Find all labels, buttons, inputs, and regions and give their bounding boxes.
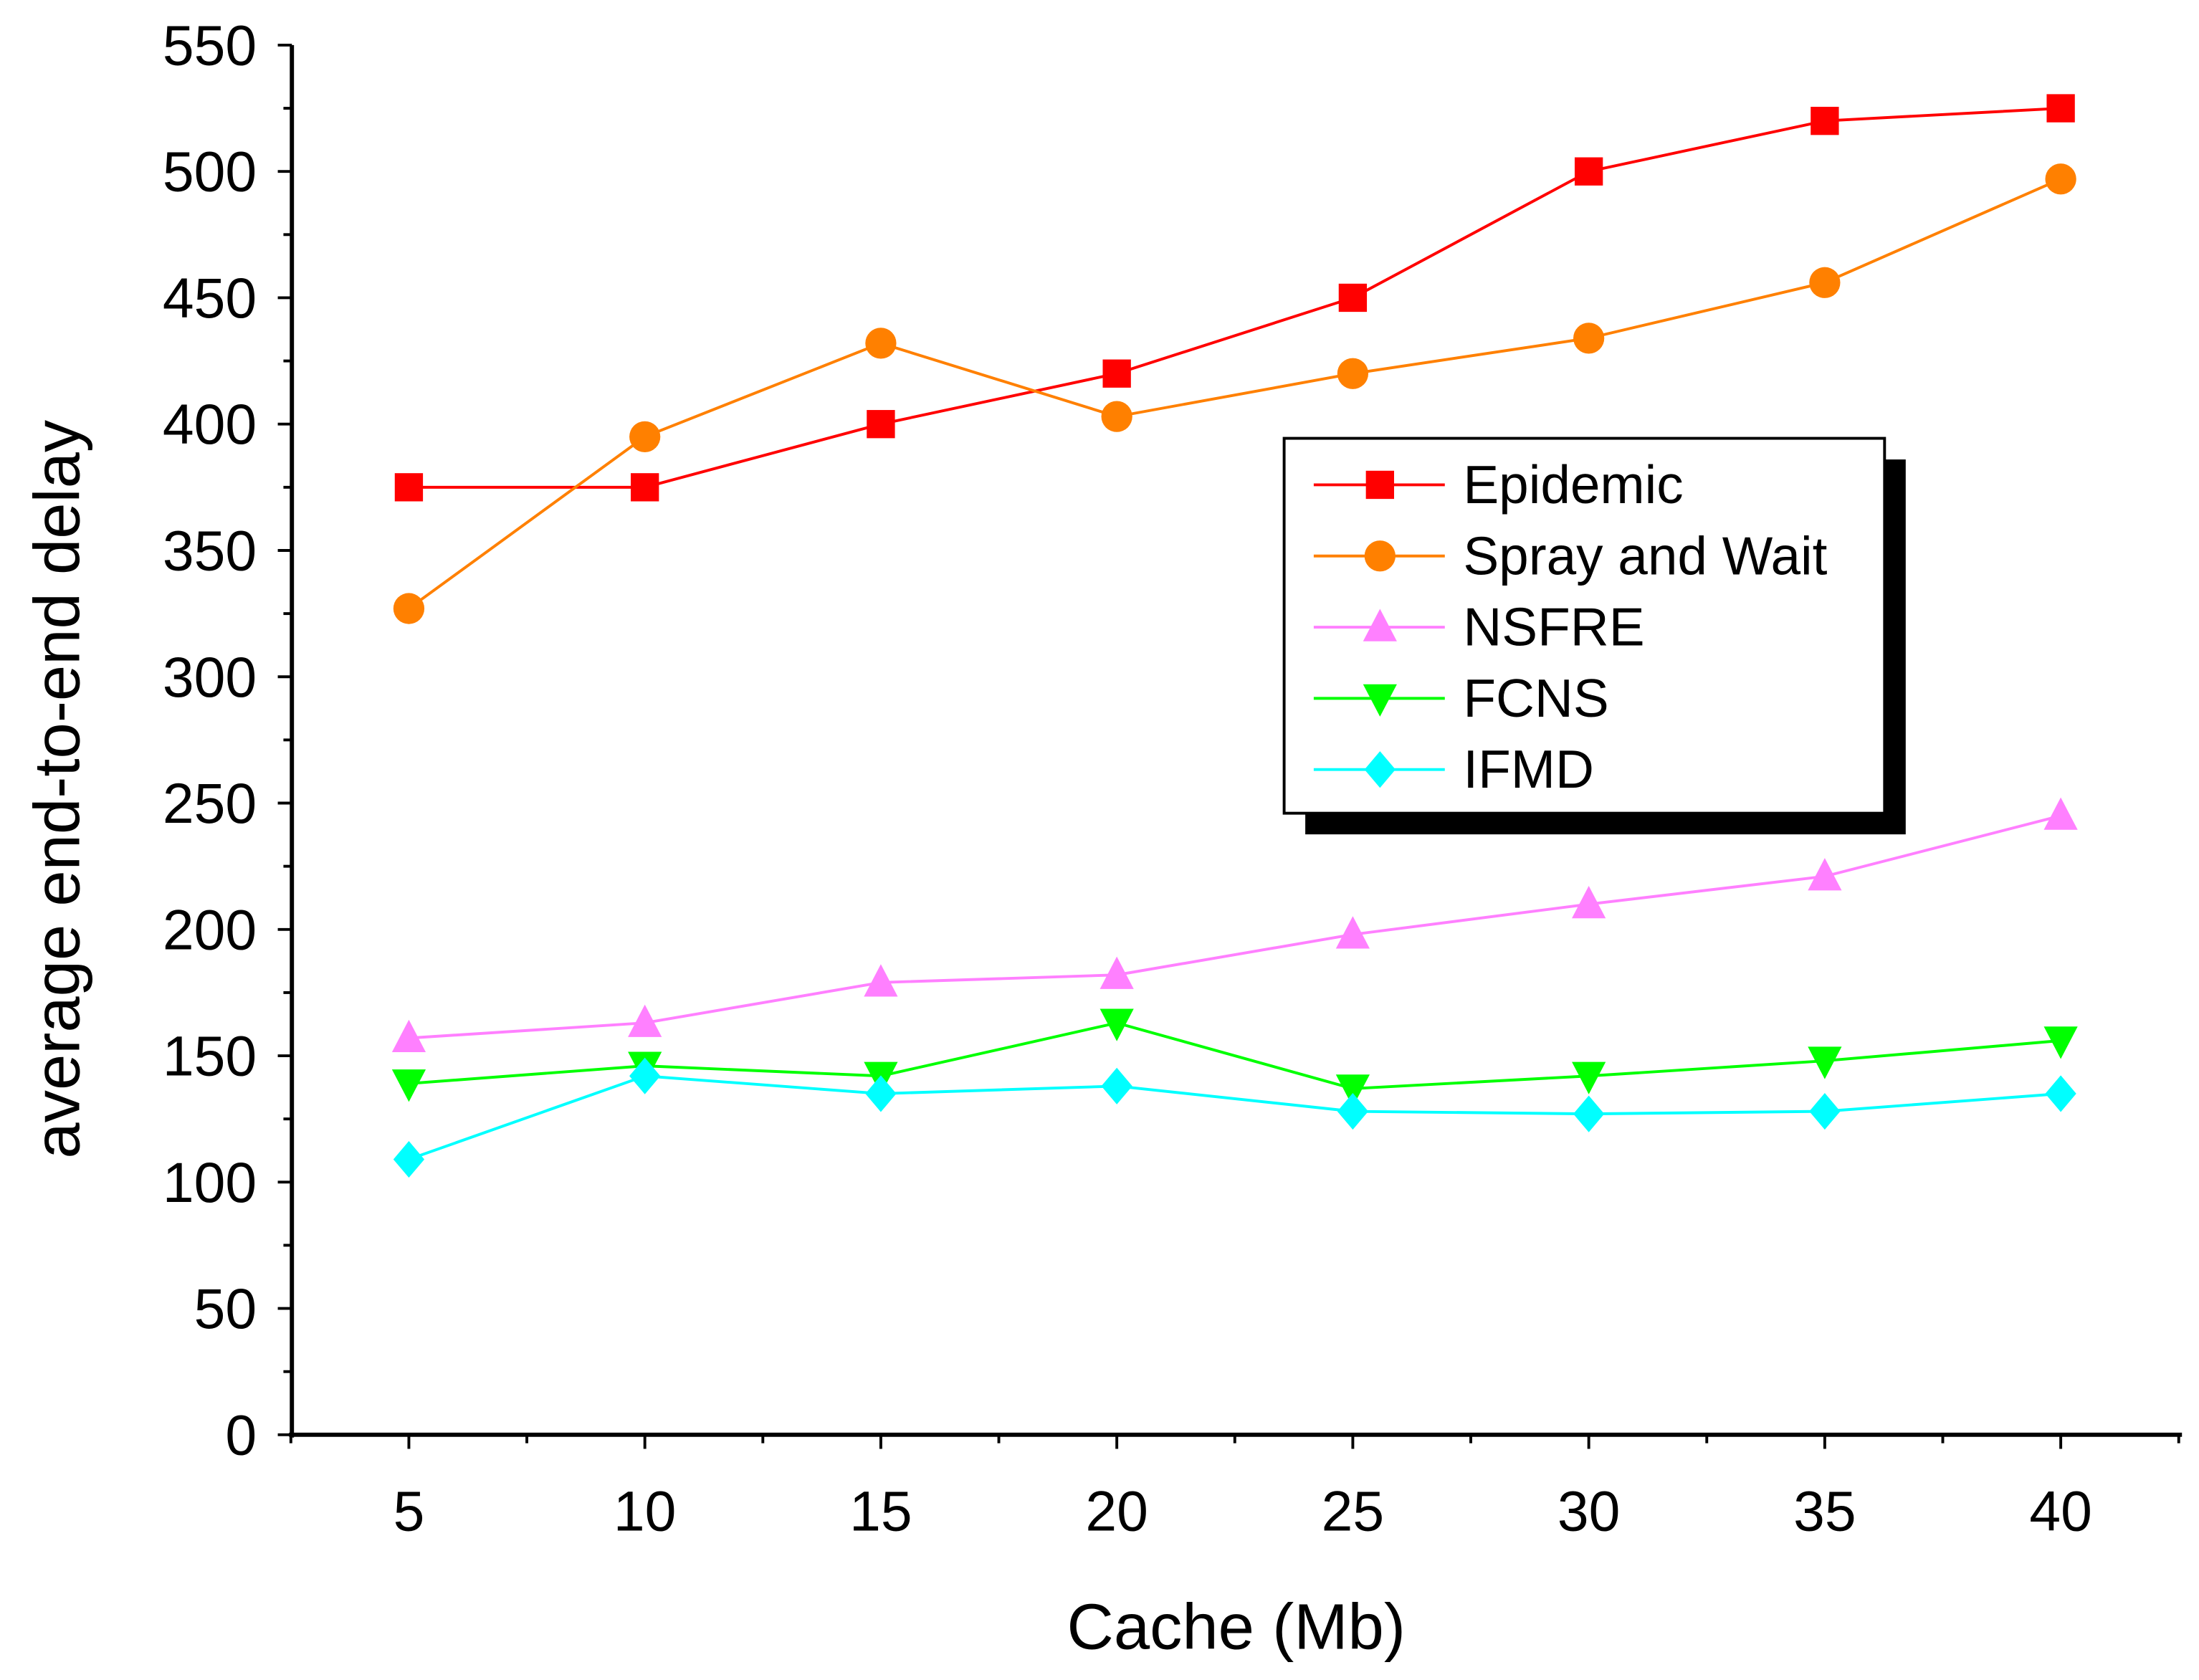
data-point xyxy=(1809,267,1841,298)
x-tick-label: 20 xyxy=(1085,1480,1148,1543)
series-nsfre xyxy=(391,797,2078,1053)
y-tick-label: 350 xyxy=(163,520,257,583)
legend-label: NSFRE xyxy=(1463,597,1644,657)
x-tick-label: 25 xyxy=(1322,1480,1384,1543)
x-tick-label: 10 xyxy=(614,1480,676,1543)
y-tick-label: 450 xyxy=(163,267,257,330)
y-axis-label: average end-to-end delay xyxy=(21,419,93,1158)
data-point xyxy=(2043,1026,2078,1059)
data-point xyxy=(393,1141,425,1178)
data-point xyxy=(2045,163,2076,195)
data-point xyxy=(2046,94,2075,123)
x-tick-label: 35 xyxy=(1793,1480,1856,1543)
data-point xyxy=(867,410,895,439)
data-point xyxy=(2043,797,2078,830)
legend-item: FCNS xyxy=(1313,668,1609,728)
data-point xyxy=(1811,107,1839,135)
y-tick-label: 400 xyxy=(163,393,257,456)
data-point xyxy=(393,593,425,624)
data-point xyxy=(631,473,659,502)
series-line xyxy=(408,1074,2061,1161)
legend-item: Epidemic xyxy=(1313,454,1684,515)
data-point xyxy=(865,1075,897,1112)
data-point xyxy=(1809,1093,1841,1130)
x-axis-label: Cache (Mb) xyxy=(1067,1591,1406,1664)
y-tick-label: 200 xyxy=(163,898,257,961)
axes: 0 50 100 150 200 250 300 350 400 450 500 550 5 10 15 20… xyxy=(163,14,2183,1543)
data-point xyxy=(1808,1046,1842,1079)
legend-marker xyxy=(1364,540,1396,572)
x-tick-label: 30 xyxy=(1558,1480,1620,1543)
data-point xyxy=(1573,1095,1605,1132)
data-point xyxy=(1572,885,1606,919)
series-spray-and-wait xyxy=(393,163,2076,624)
y-tick-label: 150 xyxy=(163,1025,257,1088)
legend-item: IFMD xyxy=(1313,739,1594,799)
data-point xyxy=(2045,1075,2076,1112)
data-point xyxy=(391,1069,426,1102)
data-point xyxy=(1335,1074,1370,1107)
data-point xyxy=(1573,323,1605,354)
data-point xyxy=(1101,401,1132,432)
legend-label: IFMD xyxy=(1463,739,1594,799)
legend-marker xyxy=(1364,751,1396,788)
data-point xyxy=(628,1004,662,1037)
y-tick-label: 500 xyxy=(163,140,257,204)
legend-label: FCNS xyxy=(1463,668,1608,728)
data-point xyxy=(1102,359,1131,388)
legend: Epidemic Spray and Wait NSFRE FCNS IFMD xyxy=(1282,436,1906,835)
series-line xyxy=(408,177,2061,610)
data-point xyxy=(1572,1061,1606,1094)
data-point xyxy=(1100,1008,1134,1041)
data-point xyxy=(865,328,897,359)
series-ifmd xyxy=(393,1057,2076,1178)
legend-item: Spray and Wait xyxy=(1313,525,1828,586)
series-line xyxy=(409,107,2061,489)
y-tick-label: 300 xyxy=(163,646,257,709)
y-tick-label: 50 xyxy=(194,1277,257,1340)
data-point xyxy=(864,964,898,997)
data-point xyxy=(1101,1067,1132,1104)
data-point xyxy=(629,421,661,452)
series-layer xyxy=(391,94,2078,1178)
data-point xyxy=(1337,1093,1369,1130)
series-line xyxy=(409,1021,2061,1090)
data-point xyxy=(1338,283,1368,312)
y-tick-label: 0 xyxy=(225,1403,257,1466)
data-point xyxy=(1100,956,1134,989)
x-tick-label: 40 xyxy=(2029,1480,2091,1543)
legend-label: Spray and Wait xyxy=(1463,525,1827,586)
legend-label: Epidemic xyxy=(1463,454,1683,515)
y-tick-label: 250 xyxy=(163,772,257,835)
y-tick-label: 100 xyxy=(163,1151,257,1214)
x-tick-label: 15 xyxy=(849,1480,912,1543)
legend-marker xyxy=(1363,684,1397,717)
legend-marker xyxy=(1365,470,1394,500)
data-point xyxy=(391,1019,426,1053)
data-point xyxy=(1808,858,1842,891)
data-point xyxy=(394,473,424,502)
series-line xyxy=(409,814,2061,1040)
data-point xyxy=(1335,916,1370,949)
data-point xyxy=(1337,358,1369,389)
y-tick-label: 550 xyxy=(163,14,257,77)
x-tick-label: 5 xyxy=(393,1480,425,1543)
legend-item: NSFRE xyxy=(1313,597,1645,657)
series-epidemic xyxy=(394,94,2075,502)
legend-marker xyxy=(1363,608,1397,641)
data-point xyxy=(1574,157,1603,186)
